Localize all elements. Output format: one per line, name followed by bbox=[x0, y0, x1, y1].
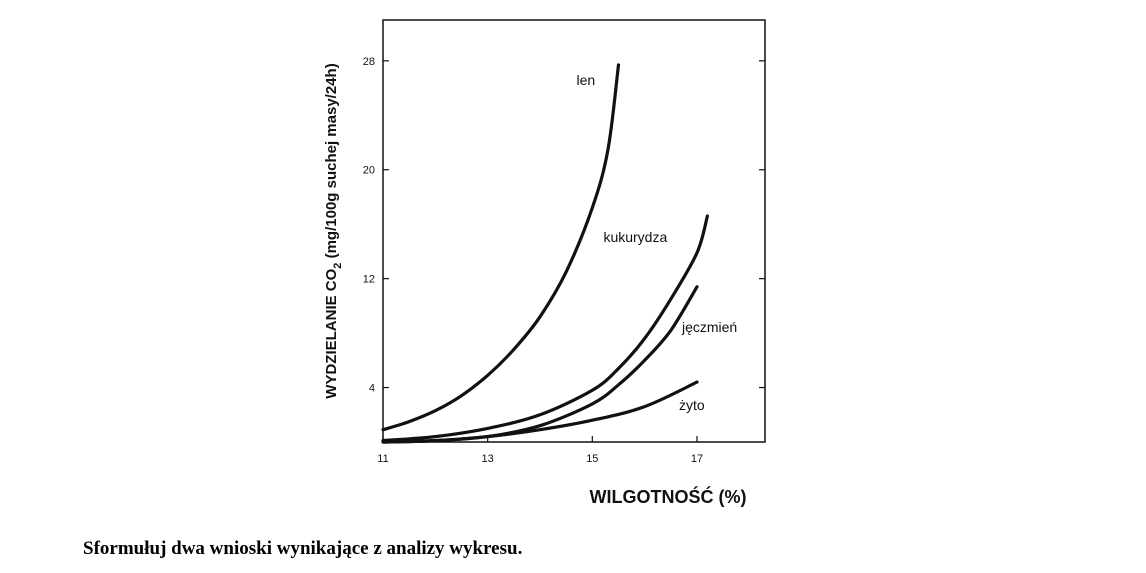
series-lines bbox=[381, 63, 709, 444]
series-labels: len kukurydza jęczmień żyto bbox=[576, 72, 737, 413]
series-line-2 bbox=[381, 214, 709, 443]
y-axis-title-main: WYDZIELANIE CO bbox=[323, 268, 340, 398]
y-tick-label: 28 bbox=[363, 56, 375, 68]
x-tick-label: 13 bbox=[482, 453, 494, 465]
series-line-3 bbox=[381, 285, 699, 444]
series-label: len bbox=[576, 72, 595, 88]
y-tick-label: 4 bbox=[369, 383, 375, 395]
x-tick-label: 17 bbox=[691, 453, 703, 465]
y-axis-title: WYDZIELANIE CO2 (mg/100g suchej masy/24h… bbox=[323, 63, 344, 398]
x-axis-title: WILGOTNOŚĆ (%) bbox=[590, 486, 747, 507]
series-line-4 bbox=[381, 380, 699, 444]
plot-frame bbox=[382, 19, 766, 443]
series-line-1 bbox=[381, 63, 621, 432]
x-tick-label: 15 bbox=[586, 453, 598, 465]
series-label: kukurydza bbox=[603, 229, 667, 245]
tick-marks bbox=[382, 60, 765, 442]
question-text: Sformułuj dwa wnioski wynikające z anali… bbox=[83, 538, 523, 559]
y-axis-title-subscript: 2 bbox=[332, 263, 344, 269]
y-tick-label: 20 bbox=[363, 165, 375, 177]
y-axis-title-unit: (mg/100g suchej masy/24h) bbox=[323, 63, 340, 262]
x-tick-label: 11 bbox=[377, 453, 388, 465]
series-label: jęczmień bbox=[681, 319, 737, 335]
series-label: żyto bbox=[679, 397, 705, 413]
tick-labels: 11 13 15 17 4 12 20 28 bbox=[363, 56, 703, 465]
y-tick-label: 12 bbox=[363, 274, 375, 286]
